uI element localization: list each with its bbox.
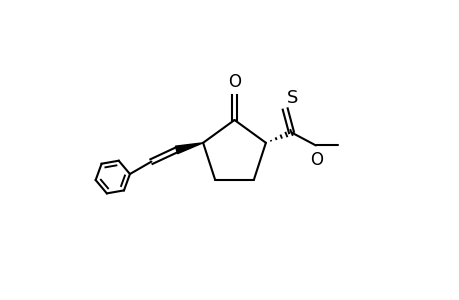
Polygon shape [175, 143, 203, 154]
Text: S: S [286, 88, 297, 106]
Text: O: O [228, 73, 241, 91]
Text: O: O [309, 152, 322, 169]
